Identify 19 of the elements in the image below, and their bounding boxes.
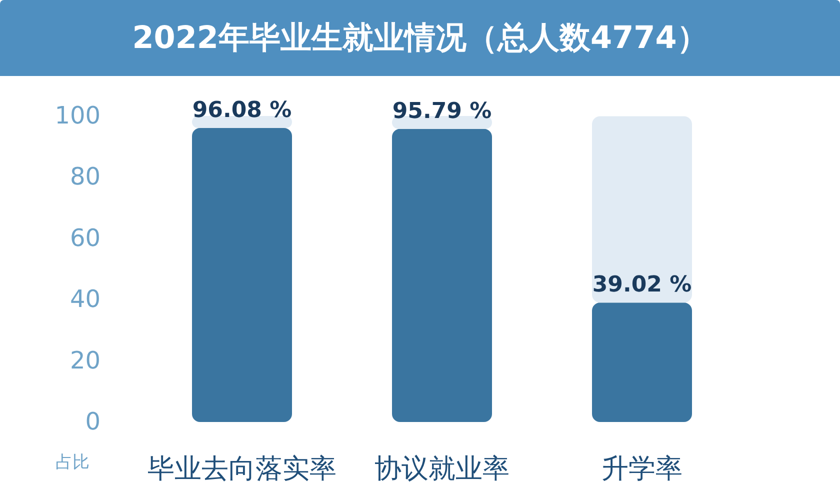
x-tick-label: 协议就业率 xyxy=(374,454,510,484)
bar xyxy=(592,116,692,303)
x-tick-label: 毕业去向落实率 xyxy=(148,454,336,484)
bar xyxy=(392,128,492,422)
y-tick-label: 100 xyxy=(54,102,100,130)
data-label: 95.79 % xyxy=(392,98,492,124)
bar xyxy=(192,116,292,128)
y-tick-label: 20 xyxy=(70,346,100,374)
bar xyxy=(592,302,692,422)
y-tick-label: 40 xyxy=(70,285,100,314)
data-label: 39.02 % xyxy=(592,272,692,298)
y-tick-label: 60 xyxy=(70,224,100,252)
y-axis-title: 占比 xyxy=(56,452,90,472)
bar xyxy=(192,128,292,422)
data-label: 96.08 % xyxy=(192,98,292,123)
y-tick-label: 0 xyxy=(85,408,100,436)
chart-title: 2022年毕业生就业情况（总人数4774） xyxy=(0,0,840,76)
y-tick-label: 80 xyxy=(70,162,100,191)
x-tick-label: 升学率 xyxy=(602,454,682,484)
